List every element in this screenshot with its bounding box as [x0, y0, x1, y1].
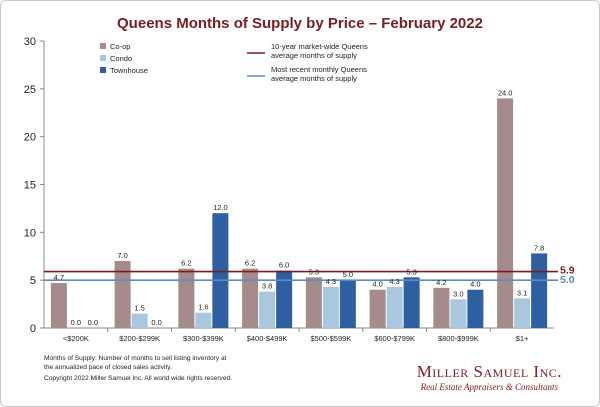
- x-tick-label: $200-$299K: [119, 334, 160, 343]
- legend-swatch: [100, 43, 106, 49]
- bar-townhouse: [531, 253, 548, 328]
- data-label: 4.2: [436, 278, 446, 287]
- data-label: 24.0: [498, 88, 513, 97]
- bar-condo: [259, 291, 276, 328]
- y-tick-label: 25: [24, 84, 36, 96]
- bar-townhouse: [403, 277, 420, 328]
- x-tick-label: $500-$599K: [310, 334, 351, 343]
- x-tick-label: $600-$799K: [374, 334, 415, 343]
- legend-swatch: [100, 67, 106, 73]
- y-tick-label: 0: [30, 323, 36, 335]
- bar-co-op: [242, 268, 259, 328]
- footnote-line-2: the annualized pace of closed sales acti…: [44, 363, 172, 371]
- data-label: 7.8: [534, 243, 544, 252]
- y-tick-label: 20: [24, 132, 36, 144]
- data-label: 5.3: [309, 267, 319, 276]
- data-label: 0.0: [88, 318, 98, 327]
- x-tick-label: $800-$999K: [438, 334, 479, 343]
- reference-line-label: 5.9: [560, 265, 575, 277]
- bar-condo: [386, 286, 403, 328]
- legend-label: Co-op: [110, 42, 130, 51]
- bar-condo: [450, 299, 467, 328]
- bar-townhouse: [339, 280, 356, 328]
- bar-co-op: [305, 277, 322, 328]
- x-tick-label: <$200K: [63, 334, 89, 343]
- bar-townhouse: [276, 270, 293, 328]
- legend-swatch: [100, 55, 106, 61]
- copyright-text: Copyright 2022 Miller Samuel Inc. All wo…: [44, 375, 233, 383]
- legend-line-label: 10-year market-wide Queens: [271, 42, 368, 51]
- bar-co-op: [114, 261, 131, 328]
- legend-line-label: average months of supply: [271, 51, 357, 60]
- brand-tagline: Real Estate Appraisers & Consultants: [420, 382, 559, 392]
- data-label: 5.0: [343, 270, 353, 279]
- data-label: 12.0: [213, 203, 228, 212]
- y-tick-label: 5: [30, 275, 36, 287]
- data-label: 6.2: [181, 259, 191, 268]
- bar-co-op: [178, 268, 195, 328]
- data-label: 4.0: [372, 280, 382, 289]
- bar-co-op: [50, 283, 67, 328]
- data-label: 3.1: [517, 288, 527, 297]
- data-label: 0.0: [71, 318, 81, 327]
- data-label: 6.2: [245, 259, 255, 268]
- footnote-line-1: Months of Supply: Number of months to se…: [44, 355, 227, 362]
- data-label: 7.0: [117, 251, 127, 260]
- legend-label: Townhouse: [110, 66, 148, 75]
- data-label: 1.5: [134, 304, 144, 313]
- reference-line-label: 5.0: [560, 274, 575, 286]
- bar-condo: [514, 298, 531, 328]
- data-label: 4.7: [54, 273, 64, 282]
- brand-name: Miller Samuel Inc.: [416, 362, 562, 381]
- data-label: 4.3: [389, 277, 399, 286]
- legend-line-label: average months of supply: [271, 74, 357, 83]
- bar-condo: [322, 286, 339, 328]
- data-label: 4.0: [470, 280, 480, 289]
- data-label: 4.3: [326, 277, 336, 286]
- bar-co-op: [433, 287, 450, 328]
- legend-label: Condo: [110, 54, 132, 63]
- data-label: 6.0: [279, 261, 289, 270]
- bar-condo: [195, 312, 212, 328]
- y-tick-label: 30: [24, 36, 36, 48]
- data-label: 5.3: [406, 267, 416, 276]
- brand-block: Miller Samuel Inc. Real Estate Appraiser…: [417, 362, 562, 393]
- chart-title: Queens Months of Supply by Price – Febru…: [117, 15, 483, 32]
- bar-townhouse: [467, 289, 484, 328]
- x-tick-label: $1+: [516, 334, 529, 343]
- bar-co-op: [497, 98, 514, 329]
- data-label: 1.6: [198, 303, 208, 312]
- bar-co-op: [369, 289, 386, 328]
- data-label: 3.8: [262, 282, 272, 291]
- data-label: 0.0: [151, 318, 161, 327]
- y-tick-label: 10: [24, 227, 36, 239]
- y-tick-label: 15: [24, 180, 36, 192]
- bar-townhouse: [212, 213, 229, 328]
- bar-condo: [131, 313, 148, 328]
- x-tick-label: $300-$399K: [183, 334, 224, 343]
- legend-line-label: Most recent monthly Queens: [271, 65, 367, 74]
- data-label: 3.0: [453, 289, 463, 298]
- x-tick-label: $400-$499K: [247, 334, 288, 343]
